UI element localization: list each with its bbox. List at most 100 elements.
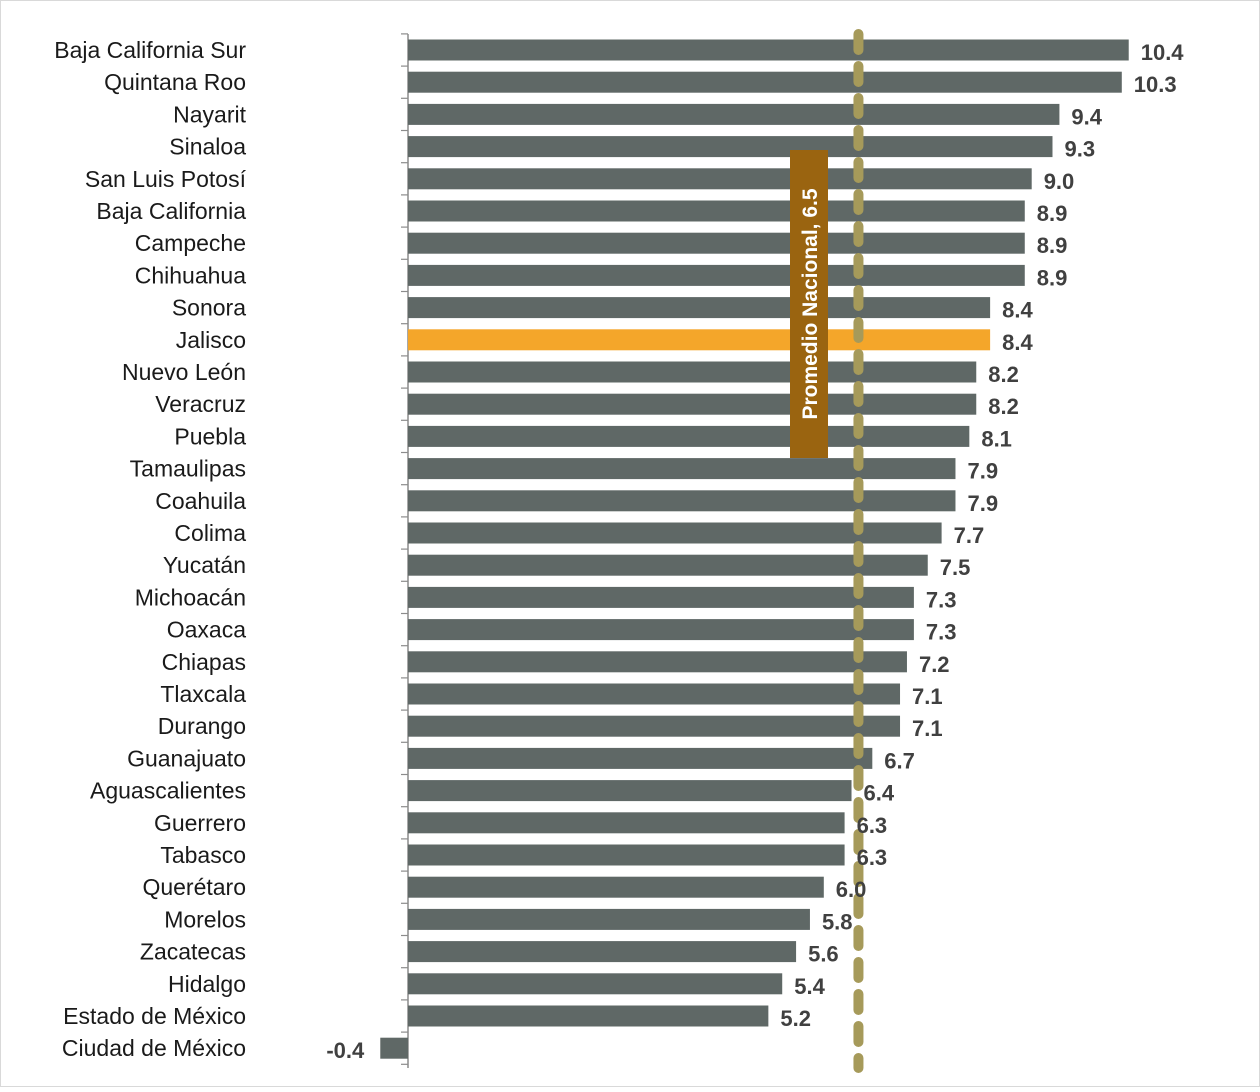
bar (408, 361, 977, 383)
value-label: 6.7 (884, 748, 915, 773)
value-label: 8.9 (1037, 233, 1068, 258)
value-label: 6.0 (836, 877, 867, 902)
reference-label-box (790, 150, 828, 458)
reference-label: Promedio Nacional, 6.5 (799, 188, 822, 419)
value-label: 5.2 (780, 1006, 811, 1031)
category-label: Chihuahua (135, 262, 246, 288)
value-label: 9.0 (1044, 169, 1075, 194)
category-label: Baja California (96, 198, 246, 224)
category-label: Yucatán (163, 552, 246, 578)
bar (408, 136, 1053, 158)
value-label: 8.9 (1037, 201, 1068, 226)
value-label: 8.4 (1002, 298, 1033, 323)
bar (408, 908, 810, 930)
value-label: 10.3 (1134, 72, 1177, 97)
category-label: Hidalgo (168, 971, 246, 997)
value-label: 9.3 (1064, 137, 1095, 162)
value-label: 7.3 (926, 587, 957, 612)
bar (408, 683, 901, 705)
bar (408, 586, 914, 608)
value-label: 7.9 (967, 491, 998, 516)
bar (408, 619, 914, 641)
value-label: 8.4 (1002, 330, 1033, 355)
bar (408, 264, 1025, 286)
value-label: 5.8 (822, 909, 853, 934)
category-label: Tabasco (160, 842, 246, 868)
category-label: Sinaloa (169, 134, 246, 160)
bar (408, 941, 797, 963)
bar (408, 812, 845, 834)
bar (408, 39, 1129, 61)
category-label: Morelos (164, 906, 246, 932)
category-label: Colima (174, 520, 246, 546)
value-label: 5.4 (794, 974, 825, 999)
category-label: Jalisco (176, 327, 246, 353)
bar (408, 554, 928, 576)
bar (408, 1005, 769, 1027)
bar (408, 747, 873, 769)
category-label: Estado de México (63, 1003, 246, 1029)
category-label: Querétaro (142, 874, 246, 900)
category-label: Durango (158, 713, 246, 739)
value-label: 5.6 (808, 942, 839, 967)
bar (408, 522, 942, 544)
bar (408, 425, 970, 447)
bar (408, 780, 852, 802)
bar (408, 103, 1060, 125)
value-label: 8.2 (988, 362, 1019, 387)
category-label: Oaxaca (167, 617, 246, 643)
value-label: 6.4 (864, 781, 895, 806)
bar (408, 232, 1025, 254)
category-label: Tamaulipas (130, 456, 246, 482)
category-label: Baja California Sur (54, 37, 246, 63)
category-label: Campeche (135, 230, 246, 256)
value-label: 6.3 (857, 845, 888, 870)
bar (408, 715, 901, 737)
bar (408, 490, 956, 512)
category-label: Nuevo León (122, 359, 246, 385)
bar (408, 876, 824, 898)
value-label: 10.4 (1141, 40, 1185, 65)
bar-highlight (408, 329, 991, 351)
value-label: 7.3 (926, 620, 957, 645)
value-label: 7.9 (967, 459, 998, 484)
bar (408, 200, 1025, 222)
category-label: Michoacán (135, 584, 246, 610)
value-label: -0.4 (326, 1038, 365, 1063)
value-label: 7.2 (919, 652, 950, 677)
category-label: Guanajuato (127, 745, 246, 771)
category-label: Guerrero (154, 810, 246, 836)
category-label: Sonora (172, 295, 246, 321)
bar (408, 393, 977, 415)
bar (380, 1037, 408, 1059)
value-label: 8.1 (981, 426, 1012, 451)
bar (408, 297, 991, 319)
value-label: 7.1 (912, 716, 943, 741)
category-label: Zacatecas (140, 939, 246, 965)
value-label: 6.3 (857, 813, 888, 838)
value-label: 8.2 (988, 394, 1019, 419)
bar (408, 71, 1122, 93)
category-label: Chiapas (162, 649, 246, 675)
value-label: 9.4 (1071, 104, 1102, 129)
bar (408, 973, 783, 995)
category-label: Quintana Roo (104, 69, 246, 95)
bar (408, 458, 956, 480)
category-label: Puebla (174, 423, 246, 449)
category-label: Veracruz (155, 391, 246, 417)
value-label: 7.5 (940, 555, 971, 580)
bar (408, 651, 907, 673)
bar (408, 168, 1032, 190)
category-label: Tlaxcala (160, 681, 246, 707)
category-label: Aguascalientes (90, 778, 246, 804)
category-label: San Luis Potosí (85, 166, 247, 192)
value-label: 7.7 (954, 523, 985, 548)
category-label: Coahuila (155, 488, 246, 514)
value-label: 8.9 (1037, 265, 1068, 290)
value-label: 7.1 (912, 684, 943, 709)
bar (408, 844, 845, 866)
category-label: Nayarit (173, 101, 246, 127)
category-label: Ciudad de México (62, 1035, 246, 1061)
